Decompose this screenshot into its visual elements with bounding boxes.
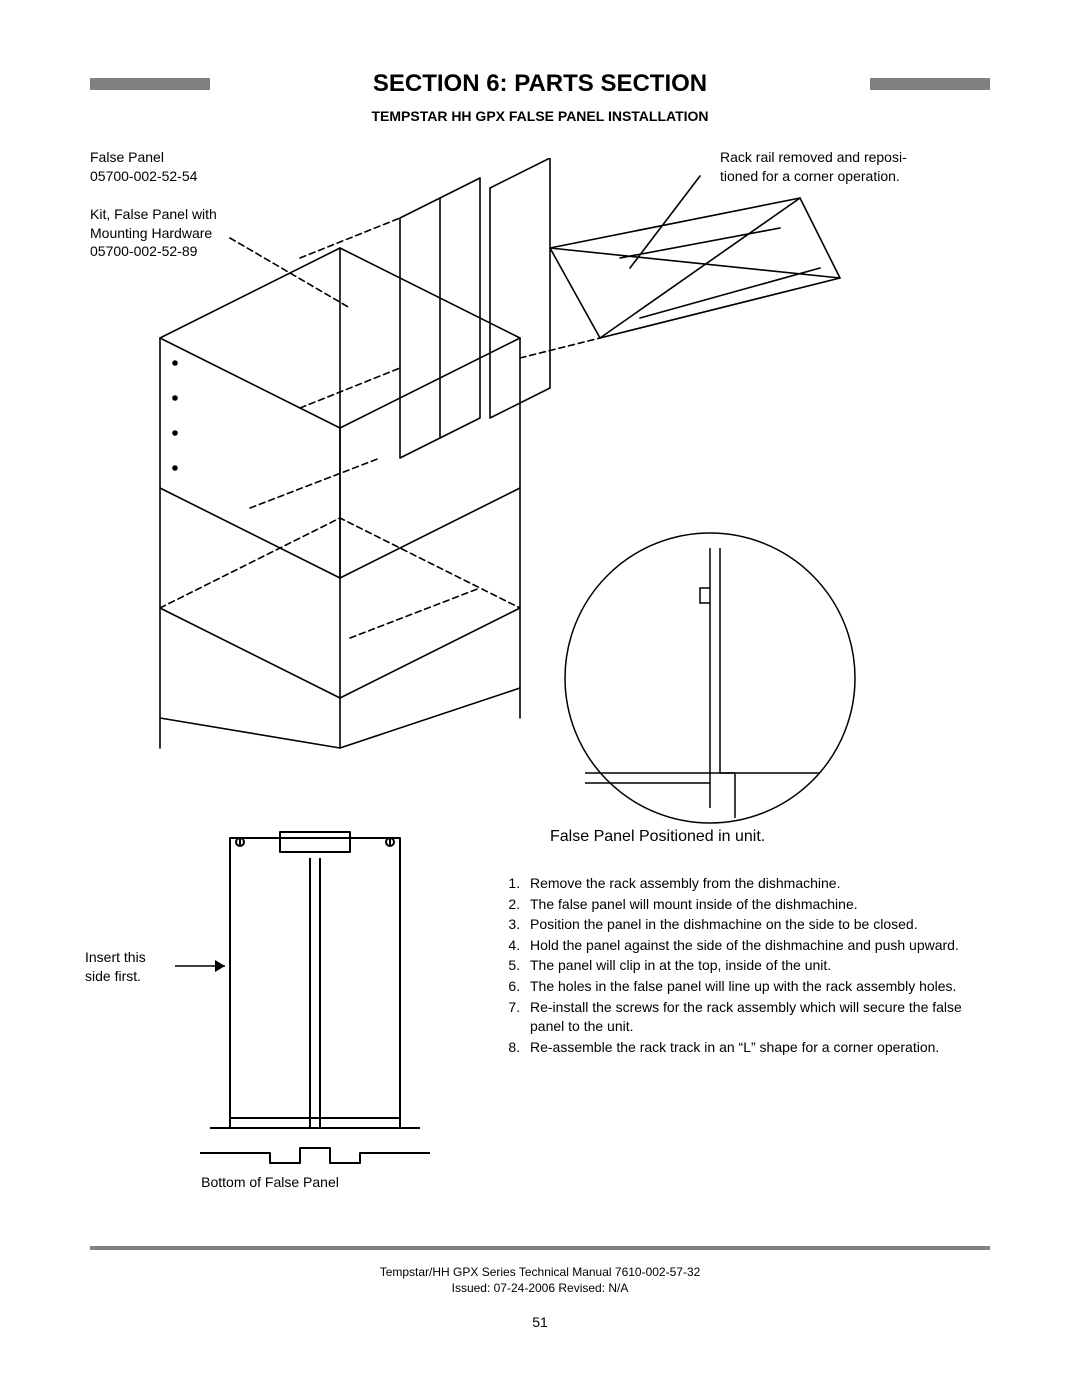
step-item: The holes in the false panel will line u…: [524, 977, 990, 997]
insert-line1: Insert this: [85, 949, 146, 965]
step-item: Hold the panel against the side of the d…: [524, 936, 990, 956]
step-item: The false panel will mount inside of the…: [524, 895, 990, 915]
footer-line2: Issued: 07-24-2006 Revised: N/A: [452, 1281, 629, 1295]
insert-line2: side first.: [85, 968, 141, 984]
footer-text: Tempstar/HH GPX Series Technical Manual …: [90, 1264, 990, 1296]
content-area: False Panel 05700-002-52-54 Kit, False P…: [90, 148, 990, 1208]
document-page: SECTION 6: PARTS SECTION TEMPSTAR HH GPX…: [90, 70, 990, 1330]
section-subtitle: TEMPSTAR HH GPX FALSE PANEL INSTALLATION: [90, 108, 990, 124]
instruction-steps: Remove the rack assembly from the dishma…: [500, 874, 990, 1057]
step-item: The panel will clip in at the top, insid…: [524, 956, 990, 976]
step-item: Remove the rack assembly from the dishma…: [524, 874, 990, 894]
detail-circle-diagram: [560, 528, 860, 828]
bottom-panel-caption: Bottom of False Panel: [90, 1174, 450, 1190]
page-number: 51: [90, 1314, 990, 1330]
instructions-block: False Panel Positioned in unit. Remove t…: [500, 828, 990, 1058]
step-item: Re-install the screws for the rack assem…: [524, 998, 990, 1037]
positioned-caption: False Panel Positioned in unit.: [550, 828, 990, 846]
section-title: SECTION 6: PARTS SECTION: [373, 70, 707, 98]
header-rule-right: [870, 78, 990, 90]
step-item: Re-assemble the rack track in an “L” sha…: [524, 1038, 990, 1058]
header-row: SECTION 6: PARTS SECTION: [90, 70, 990, 98]
front-panel-block: Insert this side first.: [90, 828, 450, 1190]
footer-rule: [90, 1246, 990, 1250]
front-panel-diagram: [90, 828, 450, 1168]
insert-side-label: Insert this side first.: [85, 948, 175, 986]
footer-line1: Tempstar/HH GPX Series Technical Manual …: [380, 1265, 701, 1279]
header-rule-left: [90, 78, 210, 90]
step-item: Position the panel in the dishmachine on…: [524, 915, 990, 935]
